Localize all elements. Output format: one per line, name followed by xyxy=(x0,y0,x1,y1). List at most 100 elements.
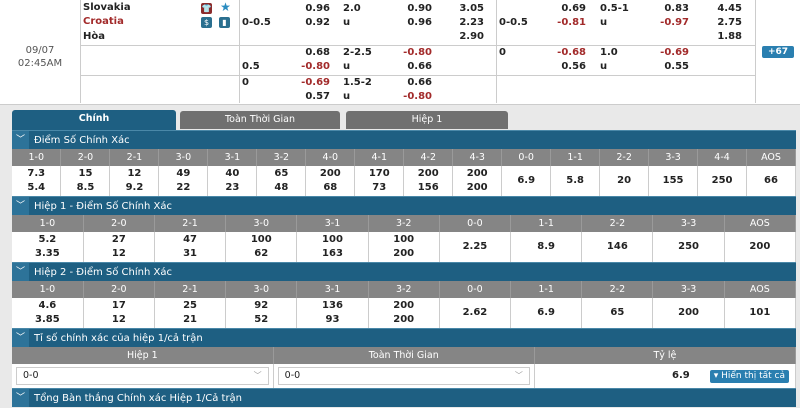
odds-o1[interactable]: 0.96 xyxy=(305,3,330,14)
ht2-score-section-header[interactable]: ﹀ Hiệp 2 - Điểm Số Chính Xác xyxy=(12,262,796,281)
odds-o2[interactable]: 0.96 xyxy=(407,17,432,28)
correct-score-table: 1-0 2-0 2-1 3-0 3-1 3-2 4-0 4-1 4-2 4-3 0-0 1-1 2-2 3… xyxy=(12,149,796,196)
col-header: 2-0 xyxy=(60,149,111,166)
score-odds-cell[interactable]: 20 xyxy=(599,166,650,196)
score-odds-cell[interactable]: 100 163 xyxy=(296,232,369,262)
score-odds-cell[interactable]: 155 xyxy=(648,166,699,196)
score-odds-cell[interactable]: 200 156 xyxy=(403,166,454,196)
score-odds-cell[interactable]: 200 xyxy=(652,298,725,328)
stats-icon[interactable]: ▮ xyxy=(219,17,230,28)
score-odds-cell[interactable]: 136 93 xyxy=(296,298,369,328)
score-odds-cell[interactable]: 27 12 xyxy=(83,232,155,262)
score-odds-cell[interactable]: 47 31 xyxy=(154,232,227,262)
odds-o3[interactable]: -0.68 xyxy=(557,47,586,58)
correct-score-section-header[interactable]: ﹀ Điểm Số Chính Xác xyxy=(12,130,796,149)
score-odds-cell[interactable]: 40 23 xyxy=(207,166,258,196)
odds-x2[interactable]: 1.88 xyxy=(717,31,742,42)
odds-ou1[interactable]: 2.0 xyxy=(343,3,361,14)
score-odds-cell[interactable]: 4.6 3.85 xyxy=(12,298,84,328)
htft-section-header[interactable]: ﹀ Tỉ số chính xác của hiệp 1/cả trận xyxy=(12,328,796,347)
score-odds-cell[interactable]: 250 xyxy=(697,166,748,196)
score-odds-cell[interactable]: 200 200 xyxy=(368,298,440,328)
odds-o1[interactable]: -0.80 xyxy=(301,61,330,72)
odds-o1[interactable]: 0.92 xyxy=(305,17,330,28)
score-odds-cell[interactable]: 65 xyxy=(581,298,654,328)
score-odds-cell[interactable]: 92 52 xyxy=(225,298,298,328)
ht1-score-section-header[interactable]: ﹀ Hiệp 1 - Điểm Số Chính Xác xyxy=(12,196,796,215)
score-odds-cell[interactable]: 8.9 xyxy=(510,232,583,262)
odds-o2[interactable]: -0.80 xyxy=(403,47,432,58)
odds-o3[interactable]: -0.81 xyxy=(557,17,586,28)
score-odds-cell[interactable]: 200 xyxy=(724,232,797,262)
more-markets-button[interactable]: +67 xyxy=(762,46,794,58)
score-odds-cell[interactable]: 25 21 xyxy=(154,298,227,328)
col-header: 4-4 xyxy=(697,149,748,166)
star-icon[interactable]: ★ xyxy=(220,0,231,14)
odds-ou1: 1.5-2 xyxy=(343,77,372,88)
score-odds-cell[interactable]: 5.8 xyxy=(550,166,601,196)
score-odds-cell[interactable]: 170 73 xyxy=(354,166,405,196)
score-odds-cell[interactable]: 2.25 xyxy=(439,232,512,262)
odds-o4[interactable]: 0.55 xyxy=(664,61,689,72)
score-odds-cell[interactable]: 15 8.5 xyxy=(60,166,111,196)
score-odds-cell[interactable]: 65 48 xyxy=(256,166,307,196)
odds-o2[interactable]: -0.80 xyxy=(403,91,432,102)
score-odds-cell[interactable]: 250 xyxy=(652,232,725,262)
show-all-button[interactable]: ▾ Hiển thị tất cả xyxy=(709,370,789,383)
odds-o4[interactable]: -0.69 xyxy=(660,47,689,58)
odds-x1[interactable]: 3.05 xyxy=(459,3,484,14)
home-team[interactable]: Slovakia xyxy=(83,2,131,13)
odds-o2[interactable]: 0.66 xyxy=(407,77,432,88)
score-odds-cell[interactable]: 100 200 xyxy=(368,232,440,262)
col-header: 3-2 xyxy=(256,149,307,166)
odds-x1[interactable]: 2.90 xyxy=(459,31,484,42)
score-odds-cell[interactable]: 7.3 5.4 xyxy=(12,166,62,196)
score-odds-cell[interactable]: 101 xyxy=(724,298,797,328)
ht2-score-table: 1-0 2-0 2-1 3-0 3-1 3-2 0-0 1-1 2-2 3-3 AOS 4.6 3.85… xyxy=(12,281,797,328)
score-odds-cell[interactable]: 2.62 xyxy=(439,298,512,328)
odds-o1[interactable]: -0.69 xyxy=(301,77,330,88)
odds-o2[interactable]: 0.90 xyxy=(407,3,432,14)
jersey-icon[interactable]: 👕 xyxy=(201,3,212,14)
tab-full-time[interactable]: Toàn Thời Gian xyxy=(180,111,340,129)
tab-first-half[interactable]: Hiệp 1 xyxy=(346,111,508,129)
odds-o3[interactable]: 0.56 xyxy=(561,61,586,72)
first-half-score-select[interactable]: 0-0 ﹀ xyxy=(16,367,269,385)
tab-main[interactable]: Chính xyxy=(12,110,176,130)
col-header: 2-1 xyxy=(154,215,227,232)
odds-o4[interactable]: 0.83 xyxy=(664,3,689,14)
odds-o3[interactable]: 0.69 xyxy=(561,3,586,14)
col-header: 4-2 xyxy=(403,149,454,166)
col-header: 4-1 xyxy=(354,149,405,166)
score-odds-cell[interactable]: 6.9 xyxy=(510,298,583,328)
tabs: Chính Toàn Thời Gian Hiệp 1 xyxy=(12,110,796,130)
odds-x2[interactable]: 2.75 xyxy=(717,17,742,28)
score-odds-cell[interactable]: 100 62 xyxy=(225,232,298,262)
score-odds-cell[interactable]: 200 68 xyxy=(305,166,356,196)
odds-o1[interactable]: 0.57 xyxy=(305,91,330,102)
odds-o4[interactable]: -0.97 xyxy=(660,17,689,28)
odds-o1[interactable]: 0.68 xyxy=(305,47,330,58)
score-odds-cell[interactable]: 12 9.2 xyxy=(109,166,160,196)
odds-o2[interactable]: 0.66 xyxy=(407,61,432,72)
col-header: 3-1 xyxy=(207,149,258,166)
col-header: 3-3 xyxy=(652,281,725,298)
score-odds-cell[interactable]: 146 xyxy=(581,232,654,262)
score-odds-cell[interactable]: 49 22 xyxy=(158,166,209,196)
odds-ou2[interactable]: 1.0 xyxy=(600,47,618,58)
col-header: 4-0 xyxy=(305,149,356,166)
score-odds-cell[interactable]: 6.9 xyxy=(501,166,552,196)
odds-x1[interactable]: 2.23 xyxy=(459,17,484,28)
away-team[interactable]: Croatia xyxy=(83,16,124,27)
total-goals-section-header[interactable]: ﹀ Tổng Bàn thắng Chính xác Hiệp 1/Cả trận xyxy=(12,388,796,407)
dollar-icon[interactable]: $ xyxy=(201,17,212,28)
score-odds-cell[interactable]: 66 xyxy=(746,166,796,196)
col-header: 0-0 xyxy=(501,149,552,166)
score-odds-cell[interactable]: 17 12 xyxy=(83,298,155,328)
score-odds-cell[interactable]: 5.2 3.35 xyxy=(12,232,84,262)
full-time-score-select[interactable]: 0-0 ﹀ xyxy=(277,367,530,385)
col-header: 1-0 xyxy=(12,281,84,298)
col-header: 3-0 xyxy=(225,215,298,232)
score-odds-cell[interactable]: 200 200 xyxy=(452,166,503,196)
odds-x2[interactable]: 4.45 xyxy=(717,3,742,14)
